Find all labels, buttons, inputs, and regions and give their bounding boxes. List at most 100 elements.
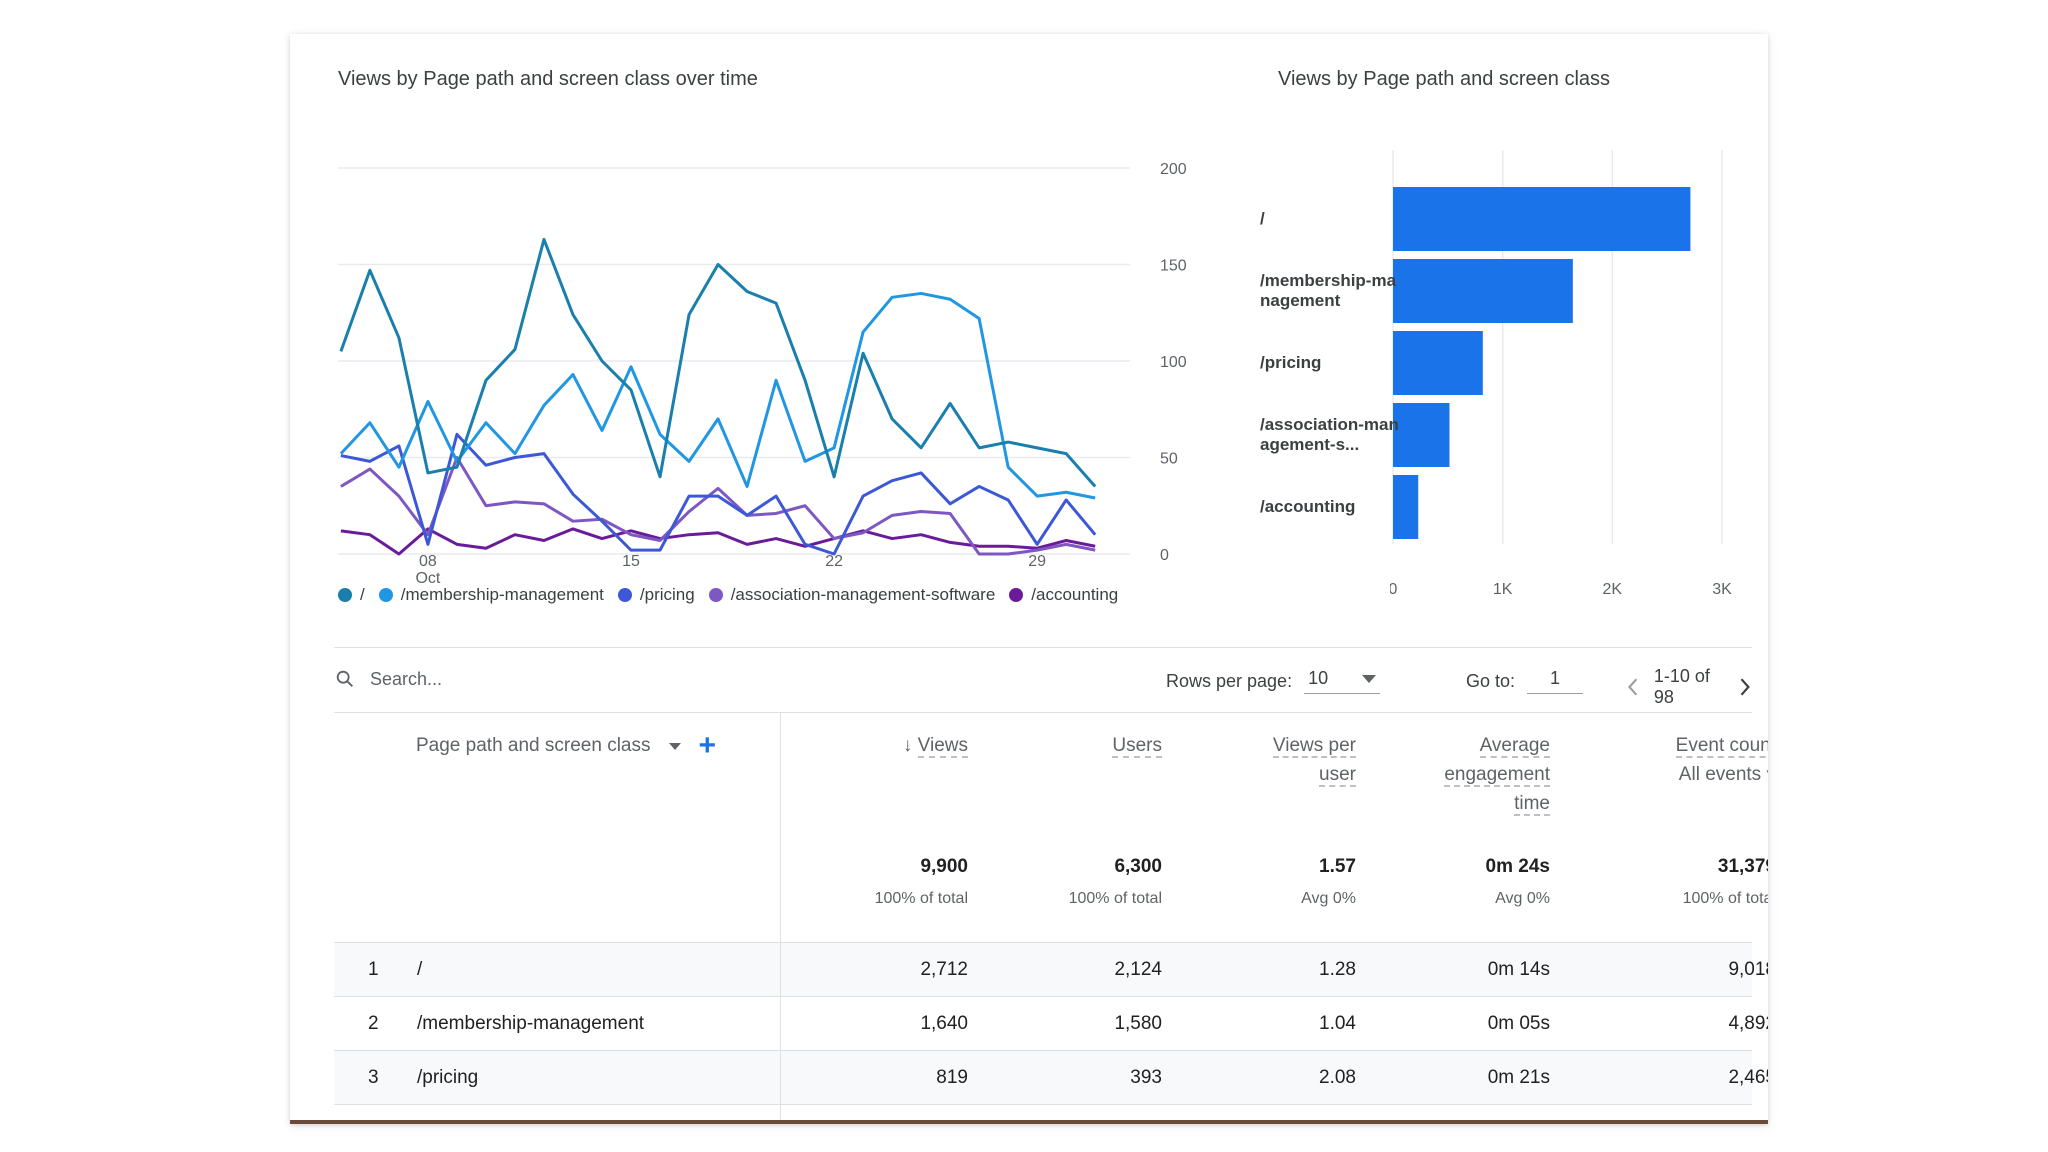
bar-category-label: /: [1260, 209, 1265, 228]
x-tick-label: 22: [825, 553, 843, 570]
column-divider: [780, 713, 781, 942]
rows-per-page: Rows per page: 10: [1166, 668, 1381, 694]
rows-per-page-label: Rows per page:: [1166, 670, 1293, 691]
add-dimension-plus-icon[interactable]: +: [698, 729, 717, 762]
metric-total-value: 1.57: [1319, 856, 1356, 877]
metric-header-label: Views per: [1272, 735, 1356, 758]
legend-item[interactable]: /accounting: [1009, 585, 1118, 605]
dimension-header[interactable]: Page path and screen class +: [416, 729, 717, 762]
metric-header[interactable]: Users: [1112, 731, 1162, 760]
metric-total-value: 31,379: [1717, 856, 1768, 877]
legend-dot-icon: [617, 588, 632, 602]
metric-total-subtext: 100% of total: [1682, 890, 1768, 907]
table-row[interactable]: 3/pricing 819 393 2.08 0m 21s 2,465: [334, 1051, 1768, 1105]
line-chart-legend: / /membership-management/pricing/associat…: [338, 585, 1118, 605]
series-line-2: [340, 432, 1097, 556]
metric-header[interactable]: ↓ Views: [903, 731, 968, 760]
bar-chart-title: Views by Page path and screen class: [1278, 68, 1611, 90]
bar-0[interactable]: [1393, 187, 1691, 251]
sort-down-arrow-icon: ↓: [902, 735, 918, 756]
metric-header-label: Views: [917, 735, 968, 758]
legend-dot-icon: [1009, 588, 1024, 602]
row-metric-value: 393: [1130, 1067, 1162, 1088]
rows-per-page-select[interactable]: 10: [1304, 668, 1381, 694]
legend-dot-icon: [708, 588, 723, 602]
row-metric-value: 1.28: [1319, 959, 1356, 980]
column-divider: [780, 1105, 781, 1120]
y-tick-label: 0: [1160, 547, 1169, 564]
row-metric-value: 0m 33s: [1488, 1121, 1550, 1124]
column-divider: [780, 1051, 781, 1104]
legend-item[interactable]: /: [338, 585, 365, 605]
legend-dot-icon: [338, 588, 352, 602]
table-body: 1 / 2,712 2,124 1.28 0m 14s 9,018 2/membership-…: [334, 943, 1768, 1124]
data-table: Page path and screen class + ↓ Views 9,90…: [334, 713, 1768, 1124]
next-page-icon[interactable]: [1738, 675, 1752, 699]
row-page-path[interactable]: /association-management-software: [417, 1121, 713, 1124]
row-metric-value: 515: [936, 1121, 968, 1124]
metric-total-subtext: 100% of total: [1068, 890, 1162, 907]
metric-header-label: Users: [1112, 735, 1162, 758]
y-tick-label: 200: [1160, 161, 1187, 178]
row-metric-value: 1.17: [1319, 1121, 1356, 1124]
row-metric-value: 440: [1130, 1121, 1162, 1124]
line-chart-title: Views by Page path and screen class over…: [338, 68, 758, 90]
series-line-4: [340, 527, 1096, 556]
row-rank: 2: [368, 1013, 379, 1034]
prev-page-icon[interactable]: [1626, 675, 1640, 699]
rows-per-page-value: 10: [1308, 668, 1329, 688]
legend-item[interactable]: /membership-management: [378, 585, 604, 605]
chevron-down-icon: ▾: [1761, 764, 1768, 785]
x-tick-label: 15: [622, 553, 640, 570]
dimension-dropdown-icon[interactable]: [668, 742, 681, 750]
row-page-path[interactable]: /: [417, 959, 423, 980]
metric-header[interactable]: Event count All events ▾: [1675, 731, 1768, 789]
row-metric-value: 1.04: [1319, 1013, 1356, 1034]
table-row[interactable]: 4/association-management-software 515 440 1…: [334, 1105, 1752, 1124]
row-rank: 3: [368, 1067, 379, 1088]
metric-total: 6,300 100% of total: [1069, 853, 1162, 913]
x-tick-label: 08: [419, 553, 437, 570]
row-page-path[interactable]: /pricing: [417, 1067, 479, 1088]
y-tick-label: 150: [1160, 258, 1187, 275]
series-line-0: [339, 237, 1097, 488]
row-page-path[interactable]: /membership-management: [417, 1013, 645, 1034]
metric-total-value: 0m 24s: [1485, 856, 1550, 877]
metric-header[interactable]: Views per user: [1272, 731, 1356, 789]
legend-item[interactable]: /pricing: [617, 585, 695, 605]
metric-total: 9,900 100% of total: [875, 853, 968, 913]
bar-category-label: /membership-management: [1260, 271, 1397, 310]
series-line-3: [340, 456, 1096, 556]
search-input[interactable]: Search...: [370, 668, 443, 689]
series-line-1: [339, 291, 1096, 500]
row-rank: 4: [368, 1121, 379, 1124]
search-box[interactable]: Search...: [334, 668, 442, 690]
x-tick-label: 29: [1028, 553, 1046, 570]
table-row[interactable]: 2/membership-management 1,640 1,580 1.04 0m …: [334, 997, 1768, 1051]
metric-total: 31,379 100% of total: [1683, 853, 1768, 913]
dimension-header-label: Page path and screen class: [416, 735, 651, 756]
bar-4[interactable]: [1393, 475, 1419, 539]
bar-category-label: /accounting: [1260, 497, 1356, 516]
metric-header-label: engagement: [1444, 764, 1550, 787]
bar-3[interactable]: [1393, 403, 1450, 467]
legend-item[interactable]: /association-management-software: [708, 585, 995, 605]
bar-1[interactable]: [1393, 259, 1573, 323]
metric-total-value: 9,900: [920, 856, 968, 877]
column-divider: [780, 943, 781, 996]
search-icon: [336, 670, 353, 687]
column-divider: [780, 997, 781, 1050]
bar-category-label: /pricing: [1260, 353, 1322, 372]
event-filter-dropdown[interactable]: All events ▾: [1679, 764, 1768, 785]
metric-header[interactable]: Average engagement time: [1444, 731, 1550, 818]
y-tick-label: 100: [1160, 354, 1187, 371]
goto-input[interactable]: 1: [1527, 668, 1584, 694]
table-row[interactable]: 1 / 2,712 2,124 1.28 0m 14s 9,018: [334, 943, 1768, 997]
y-tick-label: 50: [1160, 451, 1178, 468]
row-metric-value: 1,640: [920, 1013, 968, 1034]
bar-2[interactable]: [1393, 331, 1483, 395]
row-metric-value: 0m 21s: [1487, 1067, 1550, 1088]
table-header: Page path and screen class + ↓ Views 9,90…: [334, 713, 1768, 943]
row-metric-value: 4,892: [1728, 1013, 1768, 1034]
metric-header-label: user: [1319, 764, 1356, 787]
